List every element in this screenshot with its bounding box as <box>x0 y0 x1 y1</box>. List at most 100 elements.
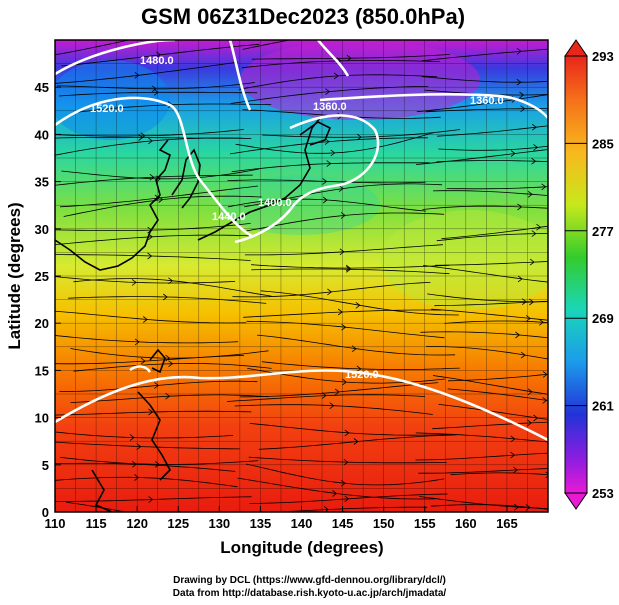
streamline-arrow <box>539 318 544 326</box>
y-tick-label: 40 <box>35 127 49 142</box>
y-tick-label: 20 <box>35 316 49 331</box>
contour-label: 1440.0 <box>212 211 246 223</box>
streamline-arrow <box>344 495 350 503</box>
borneo-coast <box>91 469 113 512</box>
streamline-arrow <box>340 212 346 219</box>
y-tick-label: 10 <box>35 411 49 426</box>
streamline-arrow <box>529 298 535 306</box>
streamline-arrow <box>338 30 342 36</box>
streamline-arrow <box>531 230 537 237</box>
streamline-arrow <box>142 316 148 323</box>
streamline-arrow <box>158 196 164 203</box>
streamline-arrow <box>525 504 531 511</box>
streamline-arrow <box>140 357 146 365</box>
y-tick-label: 45 <box>35 80 49 95</box>
contour-1360-west <box>316 40 350 77</box>
streamline-arrow <box>510 150 516 157</box>
streamline-arrow <box>339 248 345 256</box>
streamline-arrow <box>534 33 538 39</box>
streamline-arrow <box>148 496 154 503</box>
streamline <box>55 40 132 56</box>
streamline-arrow <box>521 298 527 306</box>
streamline-arrow <box>148 408 154 416</box>
streamline-arrow <box>510 435 516 443</box>
japan-coast <box>197 117 321 241</box>
streamline-arrow <box>134 71 140 79</box>
x-tick-label: 125 <box>167 516 189 531</box>
streamline-arrow <box>356 365 362 373</box>
hokkaido <box>299 121 332 146</box>
streamline-arrow <box>329 402 335 410</box>
height-contours <box>55 40 548 442</box>
streamline-arrow <box>519 91 525 99</box>
colorbar: 293 285 277 269 261 253 <box>564 39 614 510</box>
streamline-arrow <box>542 397 548 404</box>
colorbar-tick-label: 261 <box>592 399 614 414</box>
streamline-arrow <box>165 392 171 400</box>
streamline-arrow <box>156 51 161 59</box>
streamline-arrow <box>542 371 548 378</box>
x-tick-label: 135 <box>250 516 272 531</box>
streamline-arrow <box>131 279 137 286</box>
streamline-arrow <box>153 88 159 96</box>
streamline <box>242 40 292 50</box>
streamline-arrow <box>513 466 518 474</box>
chart-title: GSM 06Z31Dec2023 (850.0hPa) <box>141 4 465 29</box>
streamline-arrow <box>134 338 140 346</box>
streamline-arrow <box>529 258 535 266</box>
streamline-arrow <box>353 438 359 445</box>
streamline-arrow <box>510 451 516 459</box>
streamline-arrow <box>355 301 361 309</box>
streamline-arrow <box>531 123 537 131</box>
streamline-arrow <box>517 203 523 211</box>
streamline-arrow <box>515 331 521 339</box>
streamline-arrow <box>326 160 332 167</box>
y-tick-label: 5 <box>42 458 49 473</box>
streamline-arrow <box>338 185 344 192</box>
contour-label: 1360.0 <box>470 95 504 107</box>
streamline-arrow <box>533 144 539 151</box>
contour-1520-south <box>55 369 548 442</box>
streamline-arrow <box>341 323 347 331</box>
colorbar-tick-label: 269 <box>592 311 614 326</box>
streamline-arrow <box>129 434 135 441</box>
streamline-arrow <box>154 382 160 389</box>
streamline <box>66 501 129 512</box>
x-tick-label: 140 <box>291 516 313 531</box>
y-tick-label: 30 <box>35 222 49 237</box>
streamline-arrow <box>330 149 336 157</box>
x-tick-label: 115 <box>86 516 107 531</box>
korea-peninsula <box>171 148 201 209</box>
streamline-arrow <box>527 419 532 427</box>
y-axis: 0 5 10 15 20 25 30 35 40 45 <box>35 80 61 520</box>
streamline-arrow <box>514 503 519 511</box>
y-tick-label: 15 <box>35 363 49 378</box>
colorbar-min-arrow <box>564 492 588 510</box>
streamline-arrow <box>345 264 351 272</box>
x-tick-label: 155 <box>414 516 436 531</box>
streamline-arrow <box>517 275 523 283</box>
streamline-arrow <box>165 354 171 362</box>
streamline-arrow <box>340 479 346 487</box>
x-tick-label: 110 <box>45 516 66 531</box>
lat-lon-grid <box>55 40 548 512</box>
streamline-arrow <box>516 78 522 86</box>
streamline-arrow <box>516 47 522 55</box>
streamline-arrow <box>168 360 174 368</box>
streamline <box>450 472 548 476</box>
x-tick-label: 165 <box>496 516 518 531</box>
streamline-arrow <box>541 183 547 191</box>
streamline-arrow <box>527 388 533 396</box>
credit-data: Data from http://database.rish.kyoto-u.a… <box>172 588 447 599</box>
colorbar-tick-label: 277 <box>592 224 614 239</box>
streamline-arrow <box>327 288 333 296</box>
contour-label: 1400.0 <box>258 197 292 209</box>
colorbar-max-arrow <box>564 39 588 57</box>
streamline-arrow <box>545 471 548 479</box>
x-axis-label: Longitude (degrees) <box>220 538 383 557</box>
y-tick-label: 35 <box>35 175 49 190</box>
streamline-arrow <box>343 458 349 466</box>
streamline-arrow <box>148 137 153 145</box>
streamline-arrow <box>520 105 526 113</box>
streamline-arrow <box>346 265 352 273</box>
